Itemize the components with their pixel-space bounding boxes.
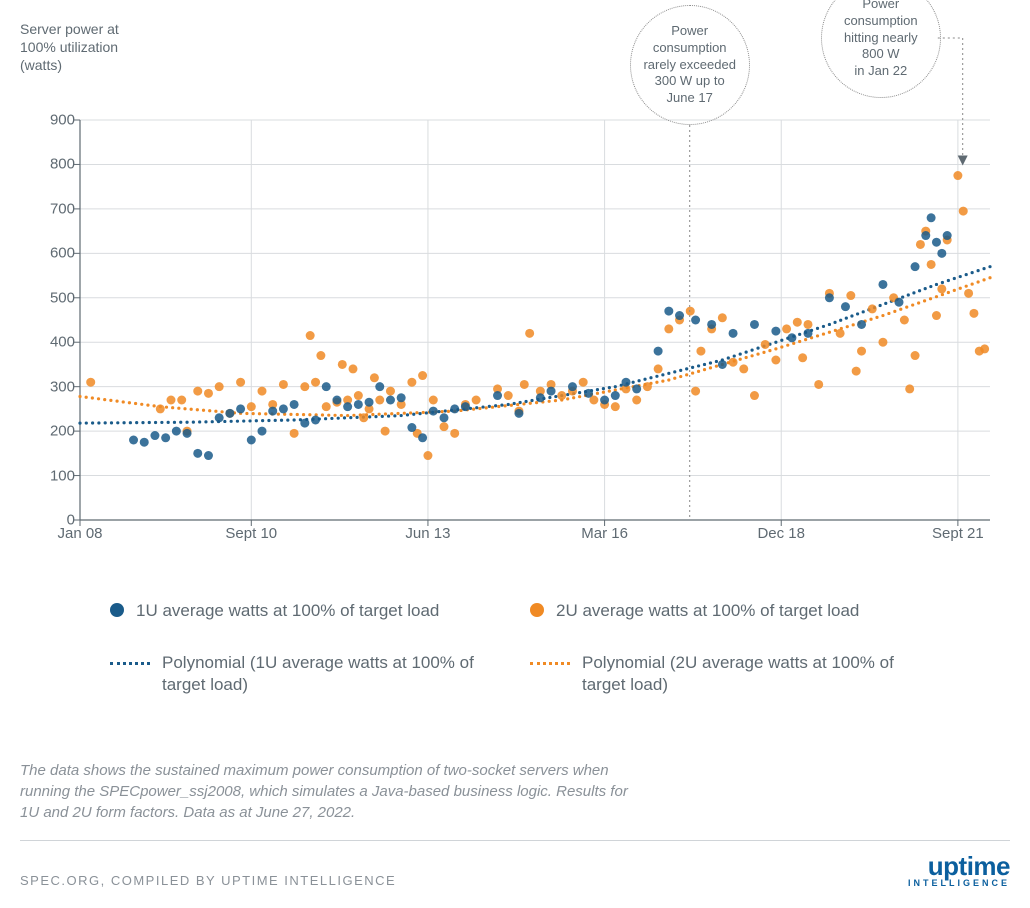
y-axis-title: Server power at 100% utilization (watts) xyxy=(20,20,119,75)
x-tick-label: Sept 10 xyxy=(225,525,277,542)
x-axis-ticks: Jan 08Sept 10Jun 13Mar 16Dec 18Sept 21 xyxy=(80,525,990,555)
logo-main-text: uptime xyxy=(908,853,1010,879)
source-text: SPEC.ORG, COMPILED BY UPTIME INTELLIGENC… xyxy=(20,873,396,888)
legend-marker-dash xyxy=(110,662,150,665)
footer: SPEC.ORG, COMPILED BY UPTIME INTELLIGENC… xyxy=(20,840,1010,888)
annotation-bubble: Power consumption hitting nearly 800 W i… xyxy=(821,0,941,98)
legend-label: 2U average watts at 100% of target load xyxy=(556,600,859,622)
brand-logo: uptime INTELLIGENCE xyxy=(908,853,1010,888)
legend-label: Polynomial (2U average watts at 100% of … xyxy=(582,652,922,696)
caption-text: The data shows the sustained maximum pow… xyxy=(20,760,640,823)
y-tick-label: 100 xyxy=(40,467,75,484)
logo-sub-text: INTELLIGENCE xyxy=(908,879,1010,888)
legend-marker-dot xyxy=(530,603,544,617)
y-tick-label: 600 xyxy=(40,245,75,262)
legend-item: 2U average watts at 100% of target load xyxy=(530,600,950,622)
y-tick-label: 300 xyxy=(40,378,75,395)
y-tick-label: 200 xyxy=(40,423,75,440)
x-tick-label: Mar 16 xyxy=(581,525,628,542)
x-tick-label: Dec 18 xyxy=(757,525,805,542)
y-tick-label: 400 xyxy=(40,334,75,351)
annotation-bubble: Power consumption rarely exceeded 300 W … xyxy=(630,5,750,125)
y-tick-label: 900 xyxy=(40,112,75,129)
plot-region: Power consumption rarely exceeded 300 W … xyxy=(80,120,990,520)
legend-marker-dot xyxy=(110,603,124,617)
legend-label: 1U average watts at 100% of target load xyxy=(136,600,439,622)
legend-marker-dash xyxy=(530,662,570,665)
legend-item: Polynomial (1U average watts at 100% of … xyxy=(110,652,530,696)
y-tick-label: 800 xyxy=(40,156,75,173)
chart-area: Server power at 100% utilization (watts)… xyxy=(20,20,1010,580)
x-tick-label: Jun 13 xyxy=(405,525,450,542)
scatter-chart-svg xyxy=(80,120,990,520)
x-tick-label: Sept 21 xyxy=(932,525,984,542)
legend-item: 1U average watts at 100% of target load xyxy=(110,600,530,622)
legend-item: Polynomial (2U average watts at 100% of … xyxy=(530,652,950,696)
legend-label: Polynomial (1U average watts at 100% of … xyxy=(162,652,502,696)
legend: 1U average watts at 100% of target load 2… xyxy=(110,600,960,726)
x-tick-label: Jan 08 xyxy=(57,525,102,542)
y-tick-label: 700 xyxy=(40,200,75,217)
y-tick-label: 500 xyxy=(40,289,75,306)
y-axis-ticks: 0100200300400500600700800900 xyxy=(40,120,75,520)
